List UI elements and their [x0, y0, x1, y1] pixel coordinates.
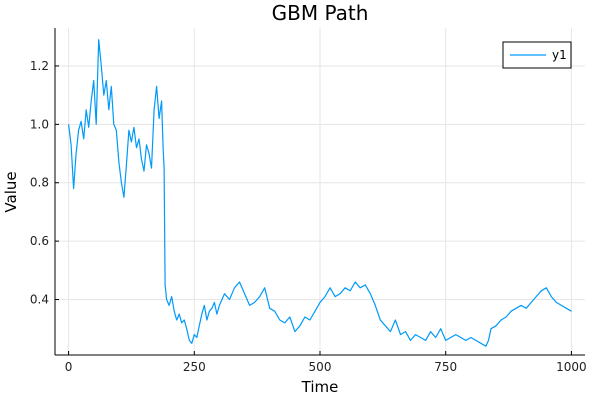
y-tick-label: 0.8 — [30, 176, 49, 190]
legend-label-y1: y1 — [552, 48, 567, 62]
y-tick-label: 1.2 — [30, 59, 49, 73]
x-tick-label: 0 — [65, 360, 73, 374]
legend: y1 — [502, 41, 572, 69]
x-ticks: 0 250 500 750 1000 — [65, 351, 587, 374]
y-tick-label: 0.6 — [30, 234, 49, 248]
x-axis-label: Time — [301, 378, 339, 396]
series — [68, 39, 572, 347]
y-tick-label: 1.0 — [30, 117, 49, 131]
y-tick-label: 0.4 — [30, 293, 49, 307]
x-tick-label: 1000 — [556, 360, 587, 374]
series-line-y1 — [68, 39, 572, 347]
grid — [55, 28, 585, 355]
x-tick-label: 500 — [309, 360, 332, 374]
y-axis-label: Value — [2, 171, 20, 212]
y-ticks: 0.4 0.6 0.8 1.0 1.2 — [30, 59, 59, 307]
chart-title: GBM Path — [272, 1, 369, 25]
x-tick-label: 750 — [434, 360, 457, 374]
x-tick-label: 250 — [183, 360, 206, 374]
